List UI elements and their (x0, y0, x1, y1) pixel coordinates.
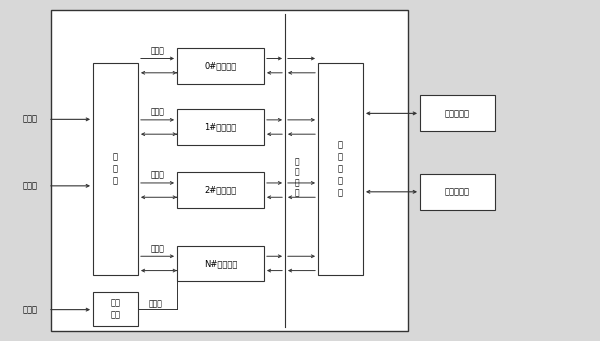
Bar (93, 292, 138, 326)
Text: 模拟量: 模拟量 (151, 170, 164, 180)
Text: 电流量: 电流量 (23, 181, 37, 190)
Text: 模拟量: 模拟量 (151, 107, 164, 117)
Text: 模拟量: 模拟量 (151, 46, 164, 55)
Bar (177, 109, 264, 145)
Bar (93, 63, 138, 275)
Text: 1#子录波器: 1#子录波器 (205, 122, 236, 132)
Text: 2#子录波器: 2#子录波器 (205, 186, 236, 195)
Text: 网
络
交
换
机: 网 络 交 换 机 (338, 141, 343, 197)
Bar (318, 63, 363, 275)
Text: 模拟量: 模拟量 (151, 244, 164, 253)
Text: 开关量: 开关量 (149, 299, 163, 308)
Text: 0#子录波器: 0#子录波器 (205, 61, 236, 70)
Text: N#子录波器: N#子录波器 (204, 259, 237, 268)
Text: 光电
隔离: 光电 隔离 (110, 298, 121, 319)
Bar (177, 48, 264, 84)
Bar (420, 95, 495, 131)
Text: 互
感
器: 互 感 器 (113, 152, 118, 185)
Text: 电压量: 电压量 (23, 115, 37, 124)
Text: 开关量: 开关量 (23, 305, 37, 314)
Bar (177, 246, 264, 281)
Bar (51, 10, 408, 331)
Text: 串
行
总
线: 串 行 总 线 (295, 157, 299, 197)
Text: 本地工作站: 本地工作站 (445, 109, 470, 118)
Bar (420, 174, 495, 210)
Bar (177, 172, 264, 208)
Text: 远端服务器: 远端服务器 (445, 187, 470, 196)
